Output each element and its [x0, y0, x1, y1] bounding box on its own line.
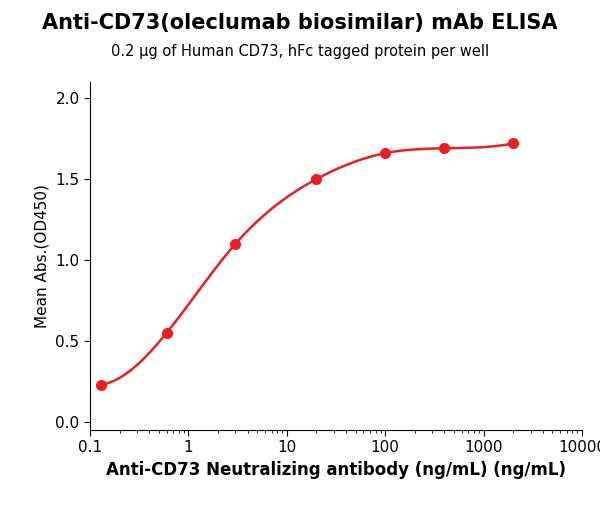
Text: Anti-CD73(oleclumab biosimilar) mAb ELISA: Anti-CD73(oleclumab biosimilar) mAb ELIS… — [42, 13, 558, 33]
Y-axis label: Mean Abs.(OD450): Mean Abs.(OD450) — [35, 184, 50, 328]
X-axis label: Anti-CD73 Neutralizing antibody (ng/mL) (ng/mL): Anti-CD73 Neutralizing antibody (ng/mL) … — [106, 461, 566, 479]
Text: 0.2 μg of Human CD73, hFc tagged protein per well: 0.2 μg of Human CD73, hFc tagged protein… — [111, 44, 489, 58]
